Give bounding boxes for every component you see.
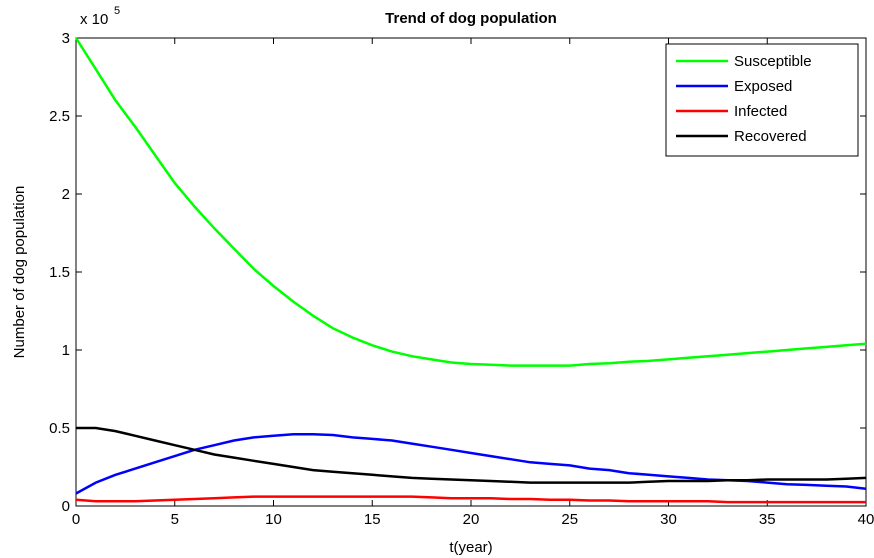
y-tick-label: 0 [62,498,70,515]
x-tick-label: 35 [759,511,776,528]
x-tick-label: 25 [561,511,578,528]
y-tick-label: 1.5 [49,264,70,281]
y-tick-label: 2 [62,186,70,203]
x-tick-label: 20 [463,511,480,528]
x-tick-label: 5 [171,511,179,528]
chart-title: Trend of dog population [385,10,557,27]
x-tick-label: 40 [858,511,874,528]
series-line [76,426,867,484]
y-scale-exponent: 5 [114,5,120,17]
x-tick-label: 15 [364,511,381,528]
y-axis-label: Number of dog population [11,186,28,359]
x-tick-label: 30 [660,511,677,528]
y-tick-label: 3 [62,30,70,47]
legend-label: Susceptible [734,53,812,70]
y-tick-label: 0.5 [49,420,70,437]
x-axis-label: t(year) [449,539,492,556]
y-tick-label: 1 [62,342,70,359]
legend-box [665,43,859,157]
x-tick-label: 10 [265,511,282,528]
y-tick-label: 2.5 [49,108,70,125]
x-tick-label: 0 [72,511,80,528]
legend-label: Infected [734,103,787,120]
legend-label: Exposed [734,78,792,95]
y-scale-base: x 10 [80,11,108,28]
series-line [75,495,866,504]
legend-label: Recovered [734,128,807,145]
series-line [74,37,867,367]
